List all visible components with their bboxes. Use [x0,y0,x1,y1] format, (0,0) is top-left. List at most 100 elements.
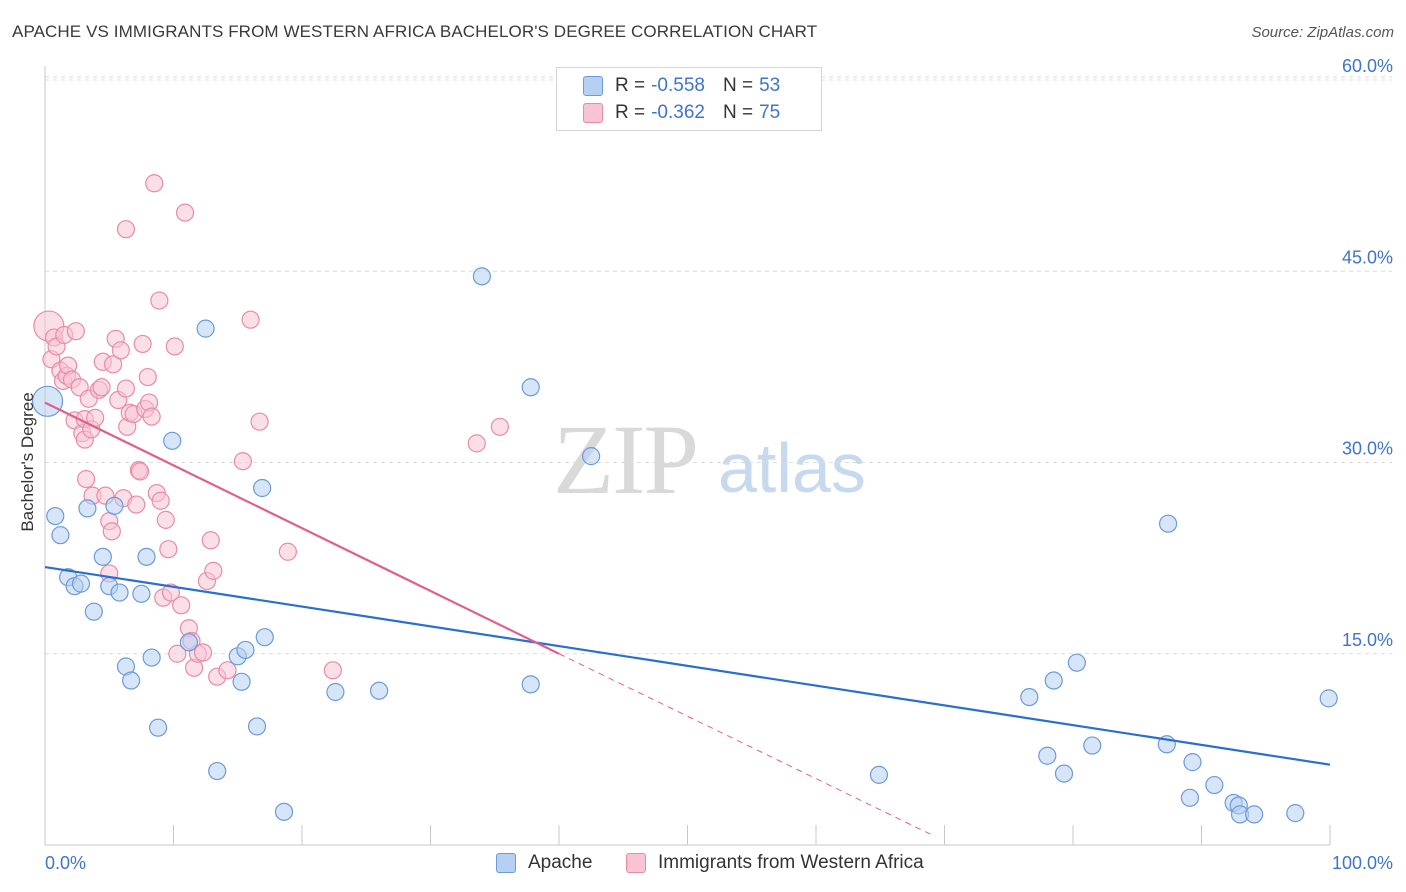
apache-point [137,547,156,566]
western-africa-point [138,367,157,387]
apache-point [236,640,255,660]
apache-point [46,506,65,526]
western-africa-point [201,531,220,550]
y-tick-label: 30.0% [1342,439,1393,459]
western-africa-swatch [583,103,603,123]
western-africa-point [172,596,191,615]
y-tick-label: 45.0% [1342,247,1393,267]
apache-point [132,584,151,603]
apache-point [196,319,215,338]
apache-point [1054,764,1074,783]
apache-point [521,378,540,397]
apache-point [247,717,267,736]
axes [44,66,1331,846]
apache-point [1183,753,1202,772]
apache-point [93,547,112,566]
apache-point [521,675,540,694]
western-africa-point [323,661,342,680]
western-africa-point [241,310,260,329]
apache-point [208,761,227,781]
western-africa-point [127,495,146,514]
western-africa-point [151,491,170,510]
western-africa-point [156,510,175,529]
apache-point [253,478,272,498]
western-africa-point [218,661,237,680]
apache-point [472,267,491,286]
apache-n-value: 53 [759,75,781,96]
apache-point [1158,514,1178,533]
apache-legend-swatch [496,853,516,873]
western-africa-point [165,337,184,356]
western-africa-point [175,203,195,222]
data-points [31,174,1338,824]
n-label: N = [722,102,754,123]
legend-row-western-africa: R = -0.362 N = 75 [583,100,780,126]
apache-point [232,672,251,691]
apache-point [274,802,294,821]
watermark-zip: ZIP [553,404,699,515]
bottom-legend-western-africa[interactable]: Immigrants from Western Africa [626,852,924,874]
apache-point [1245,805,1264,824]
apache-point [1044,671,1063,690]
x-tick-label-min: 0.0% [45,853,86,873]
apache-point [78,499,97,518]
source-label: Source: ZipAtlas.com [1251,24,1394,41]
western-africa-point [130,462,150,481]
y-tick-label: 15.0% [1342,630,1393,650]
western-africa-point [278,542,297,561]
western-africa-point [66,322,85,341]
apache-point [163,431,182,450]
western-africa-point [168,644,187,663]
western-africa-legend-swatch [626,853,646,873]
apache-point [148,718,168,737]
y-axis-label: Bachelor's Degree [18,392,37,531]
western-africa-point [467,434,486,453]
apache-point [121,671,141,690]
western-africa-point [104,355,123,374]
correlation-legend: R = -0.558 N = 53 R = -0.362 N = 75 [556,67,822,131]
western-africa-point [159,540,178,559]
western-africa-point [161,583,181,602]
apache-point [1286,804,1305,823]
western-africa-point [233,452,252,471]
apache-point [1020,687,1039,707]
apache-point [326,682,345,702]
western-africa-point [77,469,96,489]
western-africa-point [133,334,152,354]
trend-lines [44,401,1331,836]
apache-trend-line [44,565,1331,766]
western-africa-point [116,379,136,398]
western-africa-point [116,220,136,239]
apache-point [582,447,601,466]
apache-legend-label: Apache [528,852,593,873]
x-tick-label-max: 100.0% [1332,853,1393,873]
apache-point [1319,689,1338,708]
apache-point [31,385,64,417]
y-tick-label: 60.0% [1342,56,1393,76]
apache-point [51,526,70,545]
apache-r-value: -0.558 [651,75,705,96]
bottom-legend-apache[interactable]: Apache [496,852,592,874]
western-africa-point [250,412,269,431]
apache-point [105,496,124,515]
gridlines [45,76,1392,655]
western-africa-point [193,643,213,662]
r-label: R = [615,75,646,96]
western-africa-trend-extension [558,653,932,836]
apache-point [1180,788,1200,807]
apache-swatch [583,76,603,96]
western-africa-point [111,341,130,360]
apache-point [370,681,389,700]
western-africa-legend-label: Immigrants from Western Africa [658,852,924,873]
apache-point [179,633,199,652]
n-label: N = [722,75,754,96]
apache-point [71,574,91,593]
chart-title: APACHE VS IMMIGRANTS FROM WESTERN AFRICA… [12,22,818,41]
western-africa-point [490,417,509,436]
watermark-atlas: atlas [718,429,866,507]
western-africa-point [142,407,161,426]
r-label: R = [615,102,646,123]
western-africa-point [102,522,121,541]
apache-point [1038,746,1057,765]
